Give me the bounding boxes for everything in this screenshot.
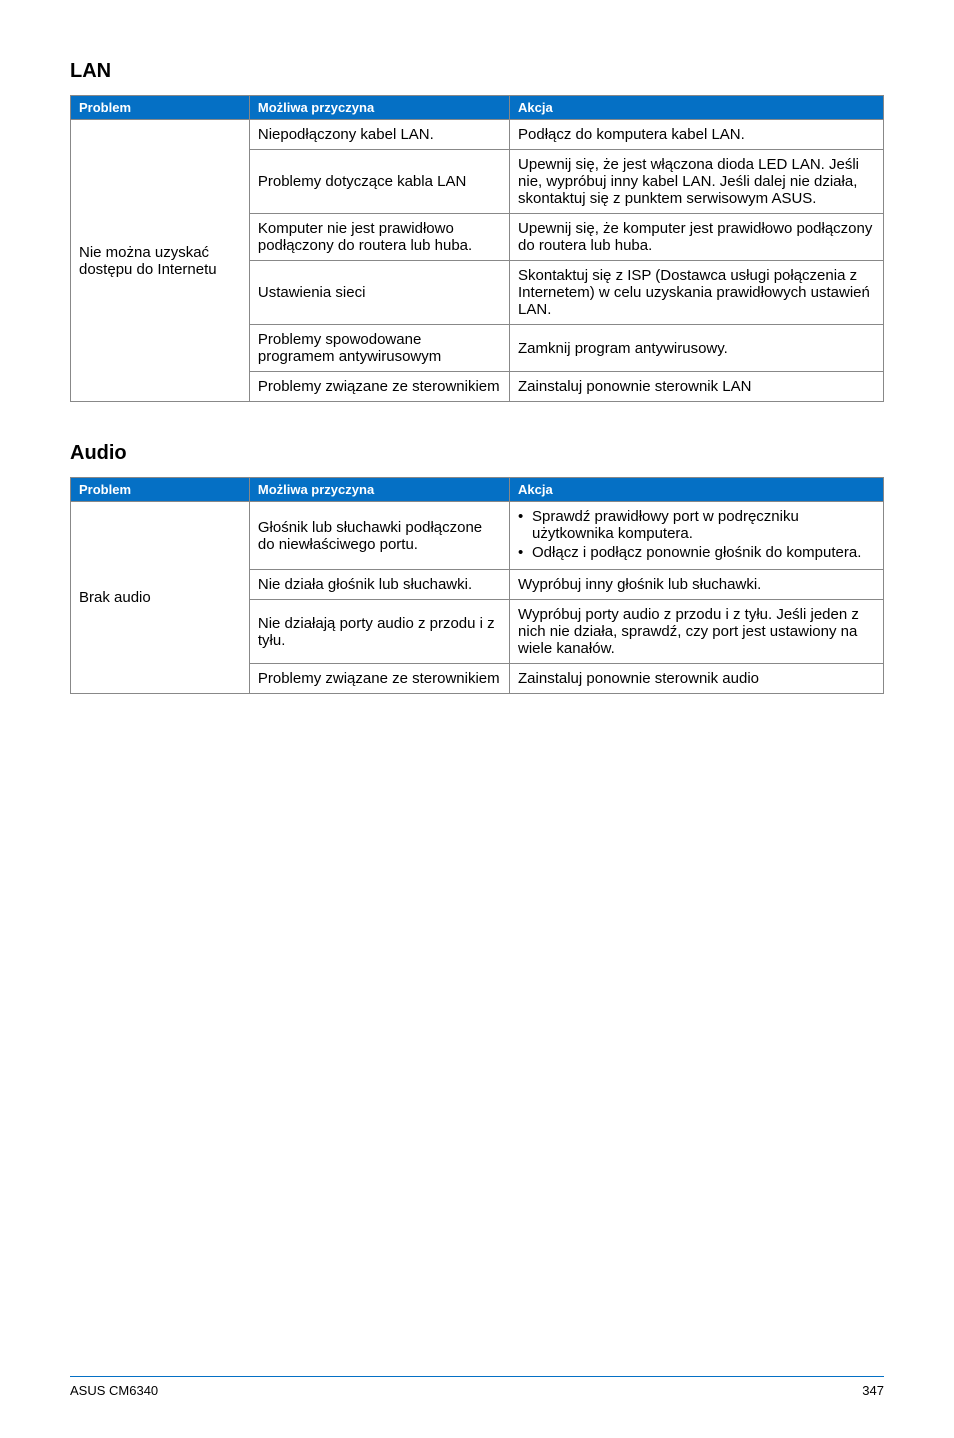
audio-action-2: Wypróbuj porty audio z przodu i z tyłu. … (510, 600, 884, 664)
audio-action-1: Wypróbuj inny głośnik lub słuchawki. (510, 570, 884, 600)
lan-action-0: Podłącz do komputera kabel LAN. (510, 120, 884, 150)
audio-header-problem: Problem (71, 478, 250, 502)
lan-header-cause: Możliwa przyczyna (249, 96, 509, 120)
audio-header-action: Akcja (510, 478, 884, 502)
audio-action-0-bullet-0: Sprawdź prawidłowy port w podręczniku uż… (518, 508, 875, 542)
lan-title: LAN (70, 60, 884, 83)
lan-cause-5: Problemy związane ze sterownikiem (249, 372, 509, 402)
audio-title: Audio (70, 442, 884, 465)
audio-cause-2: Nie działają porty audio z przodu i z ty… (249, 600, 509, 664)
lan-action-1: Upewnij się, że jest włączona dioda LED … (510, 150, 884, 214)
audio-cause-0: Głośnik lub słuchawki podłączone do niew… (249, 502, 509, 570)
audio-action-0-bullet-1: Odłącz i podłącz ponownie głośnik do kom… (518, 544, 875, 561)
lan-action-5: Zainstaluj ponownie sterownik LAN (510, 372, 884, 402)
lan-action-2: Upewnij się, że komputer jest prawidłowo… (510, 214, 884, 261)
table-row: Brak audio Głośnik lub słuchawki podłącz… (71, 502, 884, 570)
page-footer: ASUS CM6340 347 (70, 1376, 884, 1398)
lan-header-problem: Problem (71, 96, 250, 120)
lan-table: Problem Możliwa przyczyna Akcja Nie możn… (70, 95, 884, 402)
lan-cause-2: Komputer nie jest prawidłowo podłączony … (249, 214, 509, 261)
lan-action-4: Zamknij program antywirusowy. (510, 325, 884, 372)
footer-right: 347 (862, 1383, 884, 1398)
lan-action-3: Skontaktuj się z ISP (Dostawca usługi po… (510, 261, 884, 325)
audio-action-0: Sprawdź prawidłowy port w podręczniku uż… (510, 502, 884, 570)
audio-header-cause: Możliwa przyczyna (249, 478, 509, 502)
lan-problem-cell: Nie można uzyskać dostępu do Internetu (71, 120, 250, 402)
audio-action-3: Zainstaluj ponownie sterownik audio (510, 664, 884, 694)
lan-cause-1: Problemy dotyczące kabla LAN (249, 150, 509, 214)
lan-header-action: Akcja (510, 96, 884, 120)
lan-cause-3: Ustawienia sieci (249, 261, 509, 325)
audio-problem-cell: Brak audio (71, 502, 250, 694)
table-row: Nie można uzyskać dostępu do Internetu N… (71, 120, 884, 150)
audio-cause-3: Problemy związane ze sterownikiem (249, 664, 509, 694)
lan-cause-4: Problemy spowodowane programem antywirus… (249, 325, 509, 372)
audio-cause-1: Nie działa głośnik lub słuchawki. (249, 570, 509, 600)
footer-left: ASUS CM6340 (70, 1383, 158, 1398)
lan-cause-0: Niepodłączony kabel LAN. (249, 120, 509, 150)
audio-table: Problem Możliwa przyczyna Akcja Brak aud… (70, 477, 884, 694)
